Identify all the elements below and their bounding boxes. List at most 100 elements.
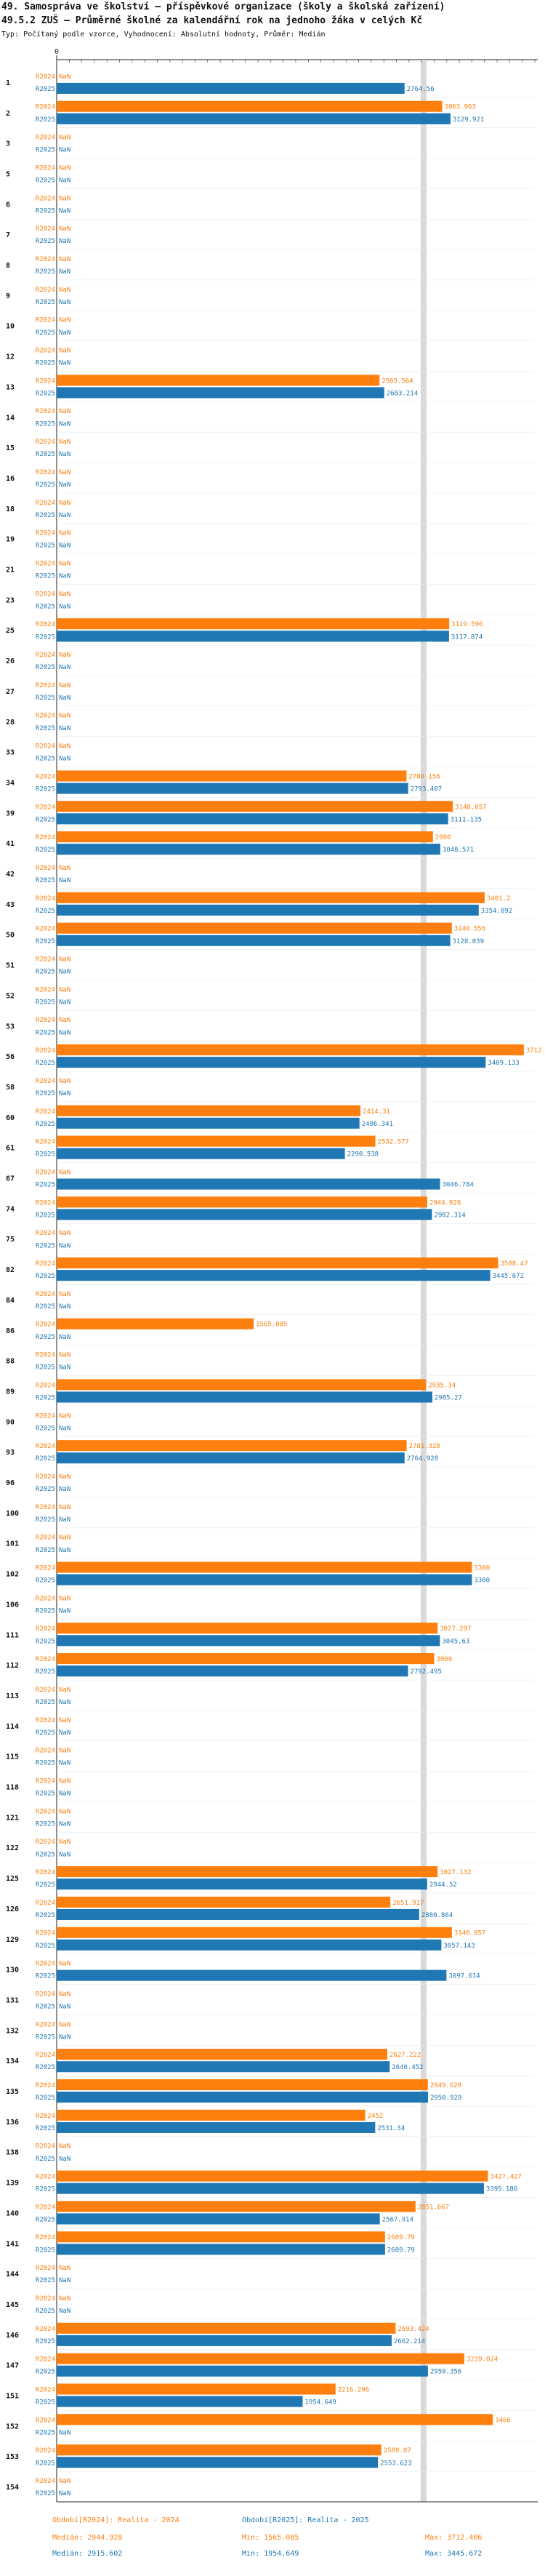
category-label: 114 [6,1723,19,1731]
bar [57,2444,382,2456]
nan-label: NaN [59,268,70,276]
category-label: 115 [6,1753,19,1761]
series-label: R2025 [36,847,55,854]
category-label: 113 [6,1692,19,1700]
nan-label: NaN [59,2156,70,2163]
series-label: R2024 [36,1139,55,1146]
nan-label: NaN [59,1242,70,1249]
category-label: 144 [6,2271,19,2279]
series-label: R2025 [36,1729,55,1737]
bar [57,100,443,112]
bar [57,2322,396,2334]
nan-label: NaN [59,2478,70,2485]
series-label: R2025 [36,1699,55,1706]
bar-value-label: 3128.039 [453,938,484,945]
bar [57,1574,472,1585]
series-label: R2025 [36,1151,55,1159]
series-label: R2024 [36,773,55,780]
bar-value-label: 2780.156 [408,773,440,780]
category-label: 86 [6,1327,15,1335]
series-label: R2024 [36,926,55,933]
series-label: R2025 [36,177,55,185]
chart-title: 49. Samospráva ve školství – příspěvkové… [1,1,445,12]
series-label: R2025 [36,1364,55,1372]
bar-value-label: 3129.921 [453,116,484,124]
series-label: R2024 [36,1291,55,1298]
bar [57,387,384,399]
nan-label: NaN [59,500,70,507]
series-label: R2025 [36,299,55,306]
nan-label: NaN [59,2265,70,2272]
bar-value-label: 2290.538 [347,1151,379,1159]
bar-value-label: 2764.928 [407,1455,438,1463]
series-label: R2024 [36,1473,55,1481]
category-label: 1 [6,79,10,87]
nan-label: NaN [59,195,70,202]
bar-value-label: 2990 [435,834,451,841]
series-label: R2024 [36,682,55,689]
bar-value-label: 2693.424 [397,2326,429,2333]
series-label: R2025 [36,1791,55,1798]
category-label: 131 [6,1996,19,2004]
series-label: R2024 [36,408,55,415]
series-label: R2024 [36,2234,55,2241]
nan-label: NaN [59,1364,70,1372]
series-label: R2024 [36,439,55,446]
series-label: R2025 [36,1182,55,1189]
bar-value-label: 1565.085 [256,1321,287,1329]
bar [57,2414,493,2425]
series-label: R2024 [36,560,55,567]
bar-value-label: 1954.649 [304,2399,336,2407]
series-label: R2024 [36,1321,55,1329]
nan-label: NaN [59,1090,70,1097]
nan-label: NaN [59,317,70,324]
series-label: R2024 [36,1595,55,1602]
bar-value-label: 2792.495 [411,1668,442,1676]
bar-value-label: 2781.328 [409,1443,440,1450]
series-label: R2024 [36,743,55,751]
series-label: R2025 [36,2490,55,2497]
bar-value-label: 2880.864 [421,1912,453,1919]
series-label: R2024 [36,1808,55,1815]
category-label: 112 [6,1662,19,1670]
series-label: R2024 [36,2295,55,2303]
nan-label: NaN [59,682,70,689]
nan-label: NaN [59,1352,70,1359]
bar [57,1635,440,1647]
nan-label: NaN [59,420,70,428]
series-label: R2024 [36,713,55,720]
series-label: R2025 [36,1425,55,1432]
category-label: 88 [6,1358,15,1366]
nan-label: NaN [59,865,70,872]
series-label: R2024 [36,2478,55,2485]
bar [57,1117,360,1129]
bar [57,2396,303,2407]
category-label: 111 [6,1631,19,1639]
category-label: 34 [6,779,15,787]
series-label: R2025 [36,1029,55,1036]
series-label: R2025 [36,2156,55,2163]
series-label: R2025 [36,877,55,884]
nan-label: NaN [59,725,70,732]
nan-label: NaN [59,756,70,763]
bar-value-label: 2216.296 [338,2386,369,2393]
category-label: 82 [6,1266,15,1274]
series-label: R2024 [36,956,55,964]
series-label: R2025 [36,2064,55,2071]
series-label: R2025 [36,1820,55,1828]
series-label: R2025 [36,238,55,245]
series-label: R2025 [36,1943,55,1950]
series-label: R2025 [36,86,55,93]
series-label: R2025 [36,664,55,671]
bar [57,801,453,812]
category-label: 19 [6,536,15,544]
series-label: R2024 [36,377,55,385]
bar-value-label: 2662.214 [394,2338,425,2345]
series-label: R2024 [36,348,55,355]
nan-label: NaN [59,2143,70,2151]
series-label: R2025 [36,360,55,367]
series-label: R2025 [36,908,55,915]
series-label: R2025 [36,147,55,154]
category-label: 56 [6,1053,15,1061]
bar-value-label: 2944.52 [429,1881,457,1889]
